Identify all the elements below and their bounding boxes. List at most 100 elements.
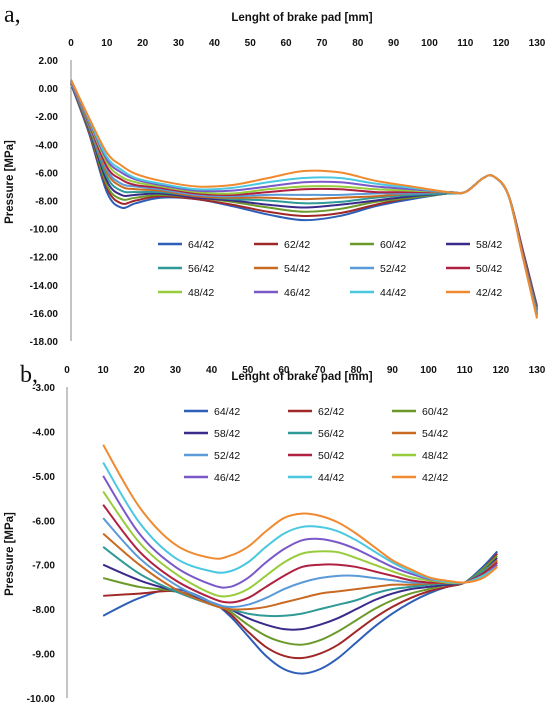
x-tick-label: 110: [457, 365, 474, 376]
legend-label: 54/42: [422, 428, 448, 440]
y-ticks: -3.00 -4.00 -5.00 -6.00 -7.00 -8.00 -9.00 -10.0…: [27, 383, 56, 705]
legend: 64/42 62/42 60/42 58/42 56/42 54/42 52/42 50/42…: [158, 239, 502, 299]
x-tick-label: 30: [170, 365, 182, 376]
legend-label: 62/42: [284, 239, 310, 251]
y-tick-label: -8.00: [32, 605, 55, 616]
y-tick-label: 2.00: [39, 56, 59, 67]
y-tick-label: -7.00: [32, 561, 55, 572]
x-tick-label: 50: [245, 38, 257, 49]
legend-item: 52/42: [184, 450, 240, 462]
x-tick-label: 70: [316, 38, 328, 49]
x-tick-label: 130: [529, 38, 546, 49]
y-tick-label: -18.00: [30, 337, 59, 348]
x-tick-label: 20: [137, 38, 149, 49]
legend-label: 54/42: [284, 263, 310, 275]
y-tick-label: -16.00: [30, 309, 59, 320]
legend-item: 44/42: [350, 287, 406, 299]
y-tick-label: -3.00: [32, 383, 55, 394]
chart-a: a, Lenght of brake pad [mm] Pressure [MP…: [4, 2, 546, 348]
y-tick-label: -2.00: [35, 112, 58, 123]
y-tick-label: 0.00: [39, 84, 59, 95]
legend-label: 64/42: [214, 406, 240, 418]
legend-label: 50/42: [476, 263, 502, 275]
y-axis-title: Pressure [MPa]: [4, 512, 16, 596]
legend-item: 58/42: [184, 428, 240, 440]
x-tick-label: 70: [315, 365, 327, 376]
legend-item: 46/42: [184, 472, 240, 484]
y-tick-label: -4.00: [35, 140, 58, 151]
x-tick-label: 50: [242, 365, 254, 376]
legend-label: 64/42: [188, 239, 214, 251]
legend-item: 60/42: [392, 406, 448, 418]
series-layer: [70, 79, 538, 319]
x-tick-label: 90: [388, 38, 400, 49]
legend-label: 46/42: [214, 472, 240, 484]
x-tick-label: 10: [101, 38, 113, 49]
series-line-60-42: [102, 555, 498, 646]
x-tick-label: 100: [421, 38, 438, 49]
y-tick-label: -14.00: [30, 281, 59, 292]
legend-item: 48/42: [158, 287, 214, 299]
x-tick-label: 30: [173, 38, 185, 49]
legend-item: 46/42: [254, 287, 310, 299]
x-tick-label: 40: [209, 38, 221, 49]
legend-label: 46/42: [284, 287, 310, 299]
y-tick-label: -10.00: [27, 694, 56, 705]
x-tick-label: 130: [529, 365, 546, 376]
legend-item: 48/42: [392, 450, 448, 462]
x-ticks: 0 10 20 30 40 50 60 70 80 90 100 110 120 130: [68, 38, 546, 49]
legend-label: 62/42: [318, 406, 344, 418]
x-tick-label: 0: [64, 365, 70, 376]
legend-item: 64/42: [184, 406, 240, 418]
x-tick-label: 90: [387, 365, 399, 376]
y-tick-label: -6.00: [35, 168, 58, 179]
legend-item: 62/42: [288, 406, 344, 418]
legend-label: 50/42: [318, 450, 344, 462]
legend-label: 42/42: [476, 287, 502, 299]
x-tick-label: 110: [457, 38, 474, 49]
x-tick-label: 60: [278, 365, 290, 376]
legend-item: 54/42: [392, 428, 448, 440]
legend: 64/42 62/42 60/42 58/42 56/42 54/42 52/42 50/42…: [184, 406, 448, 484]
legend-label: 44/42: [380, 287, 406, 299]
legend-label: 52/42: [380, 263, 406, 275]
legend-label: 60/42: [422, 406, 448, 418]
legend-item: 50/42: [288, 450, 344, 462]
legend-label: 56/42: [318, 428, 344, 440]
legend-item: 58/42: [446, 239, 502, 251]
y-tick-label: -5.00: [32, 472, 55, 483]
series-line-62-42: [103, 552, 498, 660]
x-tick-label: 10: [98, 365, 110, 376]
x-tick-label: 40: [206, 365, 218, 376]
legend-label: 58/42: [214, 428, 240, 440]
x-tick-label: 120: [493, 38, 510, 49]
x-axis-title: Lenght of brake pad [mm]: [231, 371, 372, 383]
legend-item: 54/42: [254, 263, 310, 275]
panel-label: b,: [20, 362, 38, 388]
y-tick-label: -8.00: [35, 197, 58, 208]
x-axis-title: Lenght of brake pad [mm]: [231, 12, 372, 24]
legend-item: 56/42: [288, 428, 344, 440]
panel-label: a,: [4, 2, 21, 28]
y-tick-label: -12.00: [30, 253, 59, 264]
series-line-42-42: [70, 79, 538, 319]
legend-label: 48/42: [188, 287, 214, 299]
legend-item: 50/42: [446, 263, 502, 275]
legend-item: 42/42: [392, 472, 448, 484]
series-line-58-42: [102, 557, 498, 631]
x-tick-label: 60: [281, 38, 293, 49]
series-line-42-42: [102, 444, 498, 584]
y-tick-label: -4.00: [32, 427, 55, 438]
legend-label: 52/42: [214, 450, 240, 462]
x-tick-label: 100: [420, 365, 437, 376]
y-tick-label: -9.00: [32, 650, 55, 661]
x-tick-label: 80: [352, 38, 364, 49]
legend-item: 62/42: [254, 239, 310, 251]
legend-label: 56/42: [188, 263, 214, 275]
legend-item: 56/42: [158, 263, 214, 275]
x-tick-label: 80: [351, 365, 363, 376]
legend-label: 58/42: [476, 239, 502, 251]
y-ticks: 2.00 0.00 -2.00 -4.00 -6.00 -8.00 -10.00 -12.00…: [30, 56, 59, 348]
legend-item: 60/42: [350, 239, 406, 251]
x-ticks: 0 10 20 30 40 50 60 70 80 90 100 110 120 130: [64, 365, 546, 376]
